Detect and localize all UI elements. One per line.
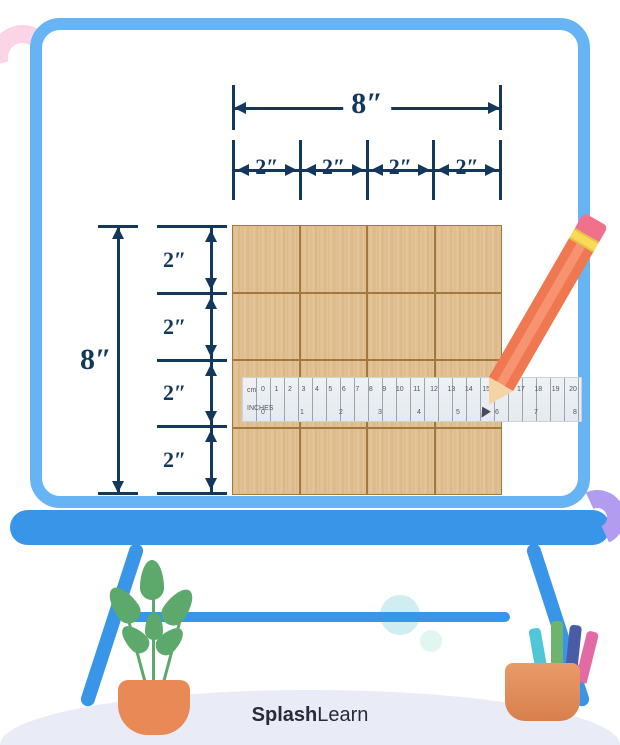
grid-cell bbox=[232, 293, 300, 361]
dimension-label: 8″ bbox=[80, 339, 112, 381]
ruler-icon: cm INCHES 012345678910111213141516171819… bbox=[242, 377, 582, 422]
grid-cell bbox=[300, 428, 368, 496]
grid-cell bbox=[367, 225, 435, 293]
dimension-label: 2″ bbox=[389, 154, 412, 180]
measurement-diagram: 8″ 2″ 2″ 2″ 2″ 8″ 2″ 2″ 2″ 2″ bbox=[102, 70, 562, 500]
grid-4x4 bbox=[232, 225, 502, 495]
plant-decoration bbox=[100, 555, 210, 735]
bubble-decoration bbox=[420, 630, 442, 652]
brand-logo: SplashLearn bbox=[252, 704, 369, 727]
grid-cell bbox=[435, 225, 503, 293]
dimension-label: 8″ bbox=[343, 87, 391, 121]
dimension-label: 2″ bbox=[322, 154, 345, 180]
easel-tray bbox=[10, 510, 610, 545]
ruler-in-marks: 012345678 bbox=[261, 409, 577, 416]
pen-cup-decoration bbox=[525, 623, 600, 733]
dimension-label: 2″ bbox=[163, 380, 186, 406]
dimension-label: 2″ bbox=[456, 154, 479, 180]
ruler-cm-label: cm bbox=[247, 387, 256, 394]
ruler-cm-marks: 01234567891011121314151617181920 bbox=[261, 386, 577, 393]
grid-cell bbox=[367, 293, 435, 361]
easel-board: 8″ 2″ 2″ 2″ 2″ 8″ 2″ 2″ 2″ 2″ bbox=[30, 18, 590, 508]
grid-cell bbox=[300, 225, 368, 293]
infographic-canvas: 8″ 2″ 2″ 2″ 2″ 8″ 2″ 2″ 2″ 2″ bbox=[0, 0, 620, 745]
grid-cell bbox=[367, 428, 435, 496]
brand-bold: Splash bbox=[252, 704, 318, 726]
dimension-label: 2″ bbox=[163, 314, 186, 340]
dimension-label: 2″ bbox=[163, 247, 186, 273]
dimension-height-segments: 2″ 2″ 2″ 2″ bbox=[157, 225, 227, 495]
grid-cell bbox=[435, 428, 503, 496]
brand-light: Learn bbox=[317, 704, 368, 726]
grid-cell bbox=[232, 428, 300, 496]
dimension-total-width: 8″ bbox=[232, 85, 502, 130]
grid-cell bbox=[300, 293, 368, 361]
grid-cell bbox=[435, 293, 503, 361]
grid-cell bbox=[232, 225, 300, 293]
dimension-label: 2″ bbox=[163, 447, 186, 473]
dimension-total-height: 8″ bbox=[92, 225, 147, 495]
dimension-width-segments: 2″ 2″ 2″ 2″ bbox=[232, 140, 502, 200]
dimension-label: 2″ bbox=[255, 154, 278, 180]
